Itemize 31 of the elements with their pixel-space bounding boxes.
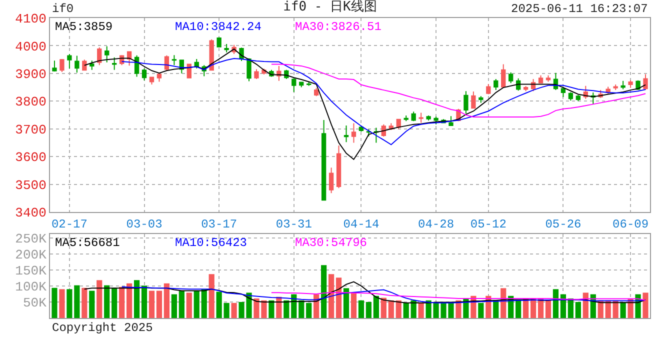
x-tick-label: 06-09 <box>612 217 649 232</box>
x-tick-label: 04-28 <box>418 217 454 232</box>
text: MA10:56423 <box>175 236 248 250</box>
x-tick-label: 03-31 <box>276 217 312 232</box>
text: MA30:3826.51 <box>295 20 382 34</box>
y-tick-label: 4000 <box>15 39 46 54</box>
x-tick-label: 03-03 <box>126 217 162 232</box>
x-tick-label: 04-14 <box>343 217 380 232</box>
x-tick-label: 05-26 <box>545 217 582 232</box>
y-tick-label: 150K <box>15 263 47 278</box>
text: MA5:3859 <box>55 20 113 34</box>
y-tick-label: 3800 <box>15 94 46 110</box>
y-tick-label: 50K <box>22 296 47 311</box>
y-tick-label: 3500 <box>15 178 46 193</box>
text: if0 <box>52 2 74 16</box>
y-tick-label: 4100 <box>15 12 46 27</box>
y-tick-label: 100K <box>15 279 47 294</box>
x-tick-label: 02-17 <box>51 217 88 232</box>
text: MA30:54796 <box>295 236 368 250</box>
y-tick-label: 3900 <box>15 66 46 82</box>
text: Copyright 2025 <box>52 321 153 335</box>
text: 2025-06-11 16:23:07 <box>511 2 648 16</box>
y-tick-label: 3400 <box>15 206 46 221</box>
x-tick-label: 05-12 <box>470 217 506 232</box>
text: MA5:56681 <box>55 236 120 250</box>
y-tick-label: 3700 <box>15 122 46 138</box>
x-tick-label: 03-17 <box>201 217 238 232</box>
text: MA10:3842.24 <box>175 20 262 34</box>
y-tick-label: 250K <box>15 231 47 246</box>
y-tick-label: 3600 <box>15 150 46 166</box>
y-tick-label: 200K <box>15 247 47 262</box>
